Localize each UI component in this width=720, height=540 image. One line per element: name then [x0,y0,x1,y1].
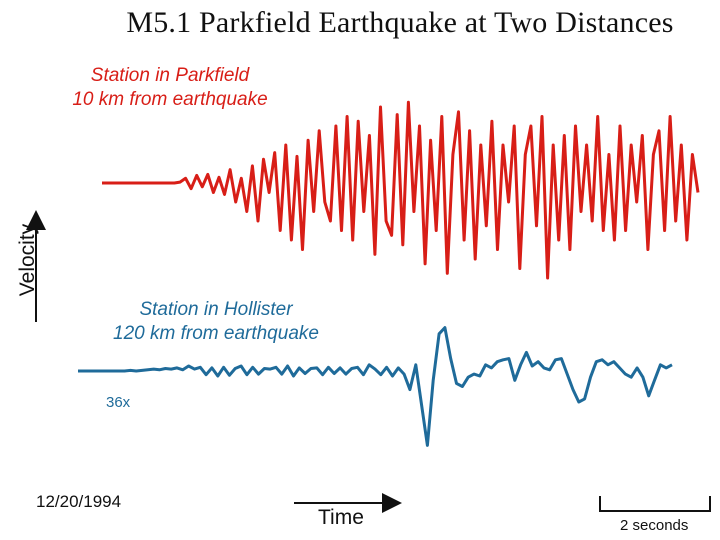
chart-title: M5.1 Parkfield Earthquake at Two Distanc… [126,6,674,39]
parkfield-station-name: Station in Parkfield [90,65,250,86]
parkfield-trace [102,100,700,280]
hollister-station-label: Station in Hollister 120 km from earthqu… [84,298,348,346]
parkfield-station-label: Station in Parkfield 10 km from earthqua… [54,64,286,112]
scale-bar-label: 2 seconds [620,517,689,534]
hollister-trace [78,326,673,447]
parkfield-distance: 10 km from earthquake [72,89,268,110]
hollister-station-name: Station in Hollister [139,299,293,320]
date-label: 12/20/1994 [36,492,122,511]
amplification-note: 36x [106,394,131,411]
hollister-distance: 120 km from earthquake [113,323,319,344]
x-axis-label: Time [318,506,364,529]
scale-bar [599,496,711,512]
